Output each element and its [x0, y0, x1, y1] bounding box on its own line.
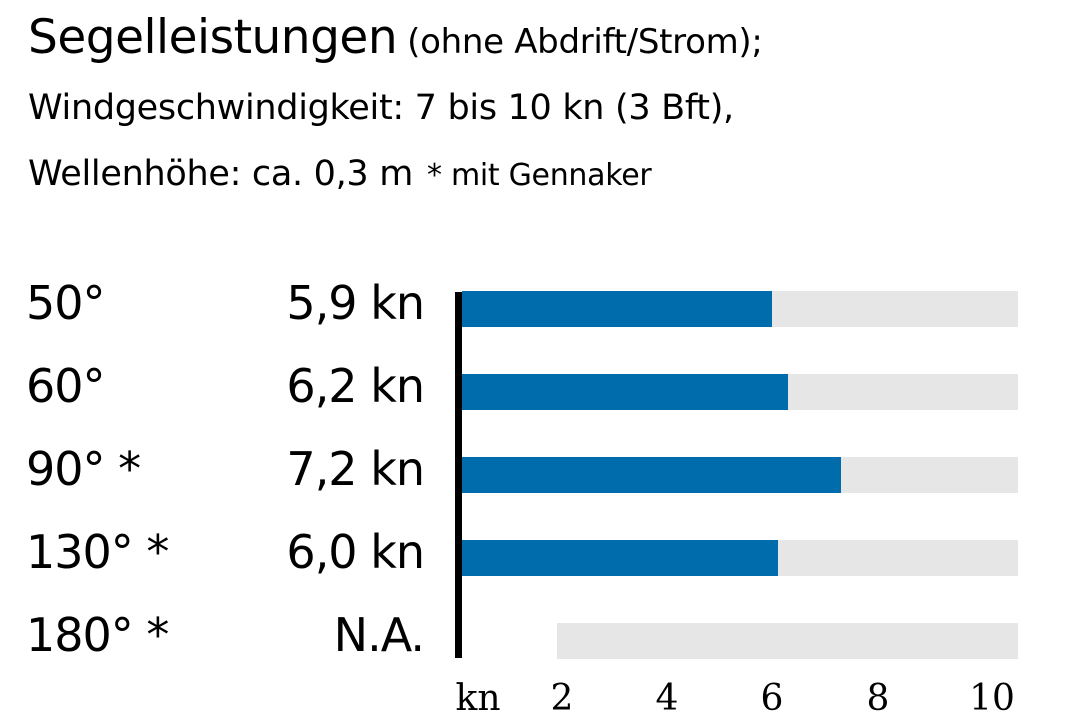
axis-unit-label: kn	[455, 678, 501, 719]
row-angle-label: 50°	[26, 276, 106, 330]
bar-value	[462, 374, 788, 410]
axis-line	[455, 292, 462, 658]
row-angle-label: 60°	[26, 359, 106, 413]
bar-value	[462, 291, 772, 327]
row-value-label: 7,2 kn	[286, 442, 425, 496]
bar-value	[462, 540, 778, 576]
bar-value	[462, 457, 841, 493]
axis-tick-label: 8	[866, 678, 890, 719]
axis-tick-label: 2	[550, 678, 574, 719]
subtitle-wind: Windgeschwindigkeit: 7 bis 10 kn (3 Bft)…	[28, 88, 734, 128]
bar-track	[557, 623, 1018, 659]
row-value-label: 5,9 kn	[286, 276, 425, 330]
row-angle-label: 180° *	[26, 608, 169, 662]
subtitle-waves: Wellenhöhe: ca. 0,3 m * mit Gennaker	[28, 154, 652, 194]
axis-tick-label: 4	[655, 678, 679, 719]
row-value-label: 6,0 kn	[286, 525, 425, 579]
axis-tick-label: 10	[969, 678, 1015, 719]
row-angle-label: 130° *	[26, 525, 169, 579]
axis-tick-label: 6	[760, 678, 784, 719]
row-value-label: N.A.	[333, 608, 425, 662]
row-angle-label: 90° *	[26, 442, 141, 496]
title-main: Segelleistungen	[28, 10, 398, 65]
subtitle-waves-text: Wellenhöhe: ca. 0,3 m	[28, 154, 414, 194]
footnote-gennaker: * mit Gennaker	[427, 158, 652, 193]
chart-title: Segelleistungen (ohne Abdrift/Strom);	[28, 10, 763, 65]
row-value-label: 6,2 kn	[286, 359, 425, 413]
title-qualifier: (ohne Abdrift/Strom);	[407, 22, 763, 62]
